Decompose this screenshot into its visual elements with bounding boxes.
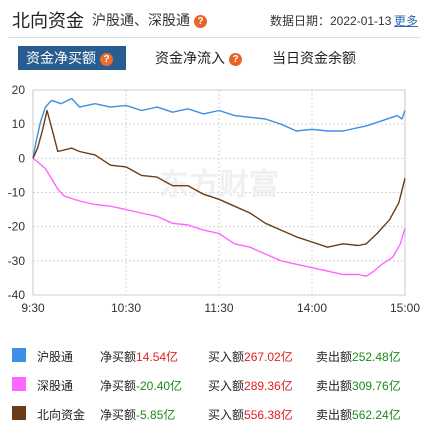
y-tick-label: -40 <box>8 288 26 302</box>
subtitle-text: 沪股通、深股通 <box>92 12 190 28</box>
buy-value: 289.36亿 <box>244 379 293 393</box>
legend-series-name: 沪股通 <box>37 350 74 364</box>
net-buy-value: -20.40亿 <box>136 379 183 393</box>
sell-value: 309.76亿 <box>352 379 401 393</box>
y-tick-label: 10 <box>12 117 26 131</box>
help-icon[interactable]: ? <box>194 15 207 28</box>
legend-sell-amount: 卖出额309.76亿 <box>316 377 401 394</box>
buy-label: 买入额 <box>208 350 245 364</box>
series-line <box>32 109 406 248</box>
legend-net-buy: 净买额14.54亿 <box>100 348 178 365</box>
net-buy-label: 净买额 <box>100 408 137 422</box>
legend-buy-amount: 买入额267.02亿 <box>208 348 293 365</box>
x-tick-label: 14:00 <box>297 301 327 315</box>
sell-value: 562.24亿 <box>352 408 401 422</box>
header-divider <box>8 37 420 38</box>
sell-label: 卖出额 <box>316 350 353 364</box>
legend-color-swatch <box>12 406 26 420</box>
x-tick-label: 15:00 <box>390 301 420 315</box>
x-tick-label: 10:30 <box>111 301 141 315</box>
sell-label: 卖出额 <box>316 408 353 422</box>
legend-net-buy: 净买额-20.40亿 <box>100 377 182 394</box>
header: 北向资金 沪股通、深股通? 数据日期：2022-01-13 更多 <box>0 0 427 38</box>
legend-color-swatch <box>12 377 26 391</box>
x-tick-label: 11:30 <box>204 301 233 315</box>
legend-series-name: 北向资金 <box>37 408 86 422</box>
net-buy-value: -5.85亿 <box>136 408 176 422</box>
y-tick-label: -20 <box>8 220 26 234</box>
y-tick-label: 20 <box>12 83 26 97</box>
tab-bar: 资金净买额? 资金净流入? 当日资金余额 <box>0 46 427 72</box>
page-title: 北向资金 <box>12 11 84 31</box>
tab-net-inflow-label: 资金净流入 <box>155 50 225 66</box>
tab-daily-balance[interactable]: 当日资金余额 <box>272 46 356 70</box>
legend-net-buy: 净买额-5.85亿 <box>100 406 175 423</box>
y-tick-label: -10 <box>8 186 26 200</box>
buy-value: 556.38亿 <box>244 408 293 422</box>
more-link[interactable]: 更多 <box>394 14 419 28</box>
sell-value: 252.48亿 <box>352 350 401 364</box>
legend-buy-amount: 买入额556.38亿 <box>208 406 293 423</box>
legend-row-sz: 深股通 净买额-20.40亿 买入额289.36亿 卖出额309.76亿 <box>0 371 427 397</box>
legend-color-swatch <box>12 348 26 362</box>
buy-value: 267.02亿 <box>244 350 293 364</box>
help-icon[interactable]: ? <box>229 53 242 66</box>
legend-row-north: 北向资金 净买额-5.85亿 买入额556.38亿 卖出额562.24亿 <box>0 400 427 425</box>
line-chart: 20 10 0 -10 -20 -30 -409:30 10:30 11:30 14:00 15:0… <box>8 83 421 315</box>
buy-label: 买入额 <box>208 408 245 422</box>
help-icon[interactable]: ? <box>100 53 113 66</box>
buy-label: 买入额 <box>208 379 245 393</box>
page-subtitle: 沪股通、深股通? <box>92 10 207 30</box>
tab-net-inflow[interactable]: 资金净流入? <box>155 46 242 70</box>
series-line <box>32 97 406 159</box>
y-tick-label: -30 <box>8 254 26 268</box>
data-date-label: 数据日期：2022-01-13 <box>270 14 392 28</box>
y-tick-label: 0 <box>18 151 25 165</box>
net-buy-value: 14.54亿 <box>136 350 179 364</box>
legend-sell-amount: 卖出额562.24亿 <box>316 406 401 423</box>
sell-label: 卖出额 <box>316 379 353 393</box>
legend-sell-amount: 卖出额252.48亿 <box>316 348 401 365</box>
legend-row-sh: 沪股通 净买额14.54亿 买入额267.02亿 卖出额252.48亿 <box>0 342 427 368</box>
tab-net-buy-label: 资金净买额 <box>26 50 96 66</box>
tab-net-buy[interactable]: 资金净买额? <box>18 46 126 70</box>
legend-series-name: 深股通 <box>37 379 74 393</box>
net-buy-label: 净买额 <box>100 350 137 364</box>
x-tick-label: 9:30 <box>21 301 45 315</box>
series-line <box>32 157 406 277</box>
tab-daily-balance-label: 当日资金余额 <box>272 50 356 66</box>
net-buy-label: 净买额 <box>100 379 137 393</box>
legend-buy-amount: 买入额289.36亿 <box>208 377 293 394</box>
